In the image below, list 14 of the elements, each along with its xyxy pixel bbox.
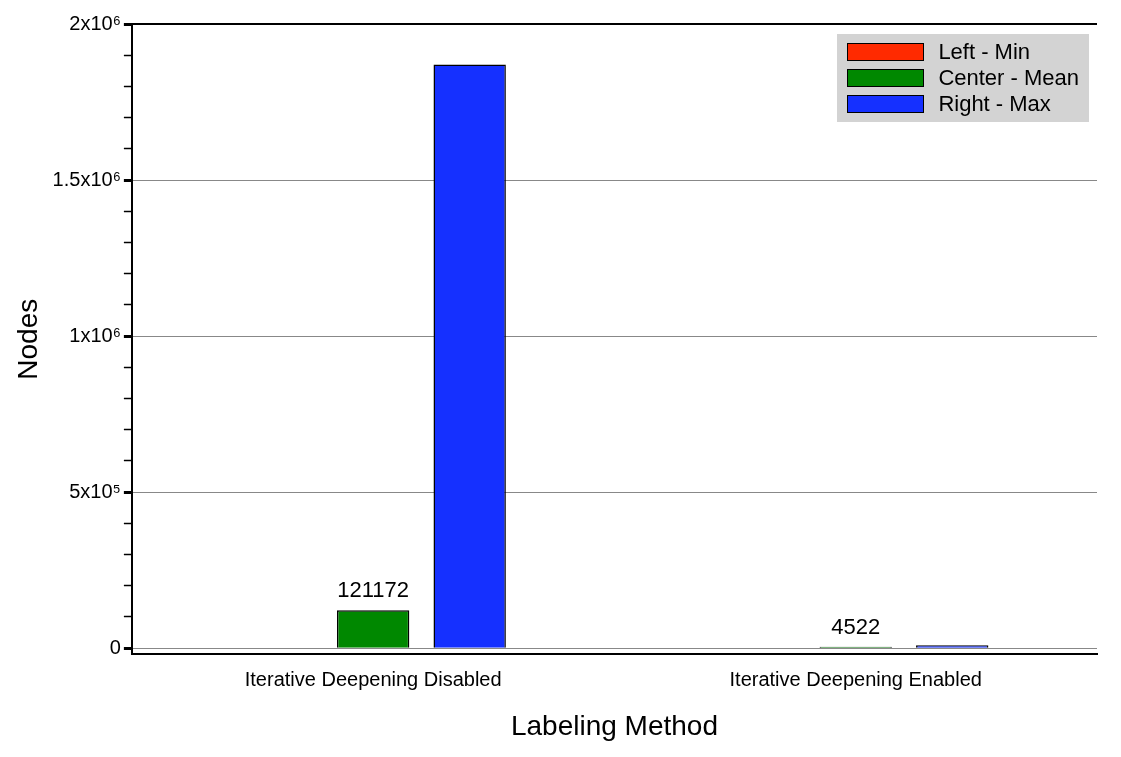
x-tick-label: Iterative Deepening Enabled (729, 667, 982, 690)
data-label: 4522 (831, 613, 881, 639)
y-tick-label: 0 (109, 635, 121, 658)
legend-label: Left - Min (938, 39, 1031, 65)
y-tick-label: 1.5x10⁶ (52, 167, 121, 190)
x-axis-title: Labeling Method (510, 709, 718, 741)
data-label: 121172 (337, 577, 410, 603)
x-tick-label: Iterative Deepening Disabled (244, 667, 502, 690)
y-axis-title: Nodes (11, 298, 43, 380)
y-tick-label: 1x10⁶ (69, 323, 121, 346)
legend-label: Center - Mean (938, 65, 1079, 91)
y-tick-label: 5x10⁵ (69, 479, 121, 502)
y-tick-label: 2x10⁶ (69, 11, 121, 34)
legend-label: Right - Max (938, 91, 1051, 117)
